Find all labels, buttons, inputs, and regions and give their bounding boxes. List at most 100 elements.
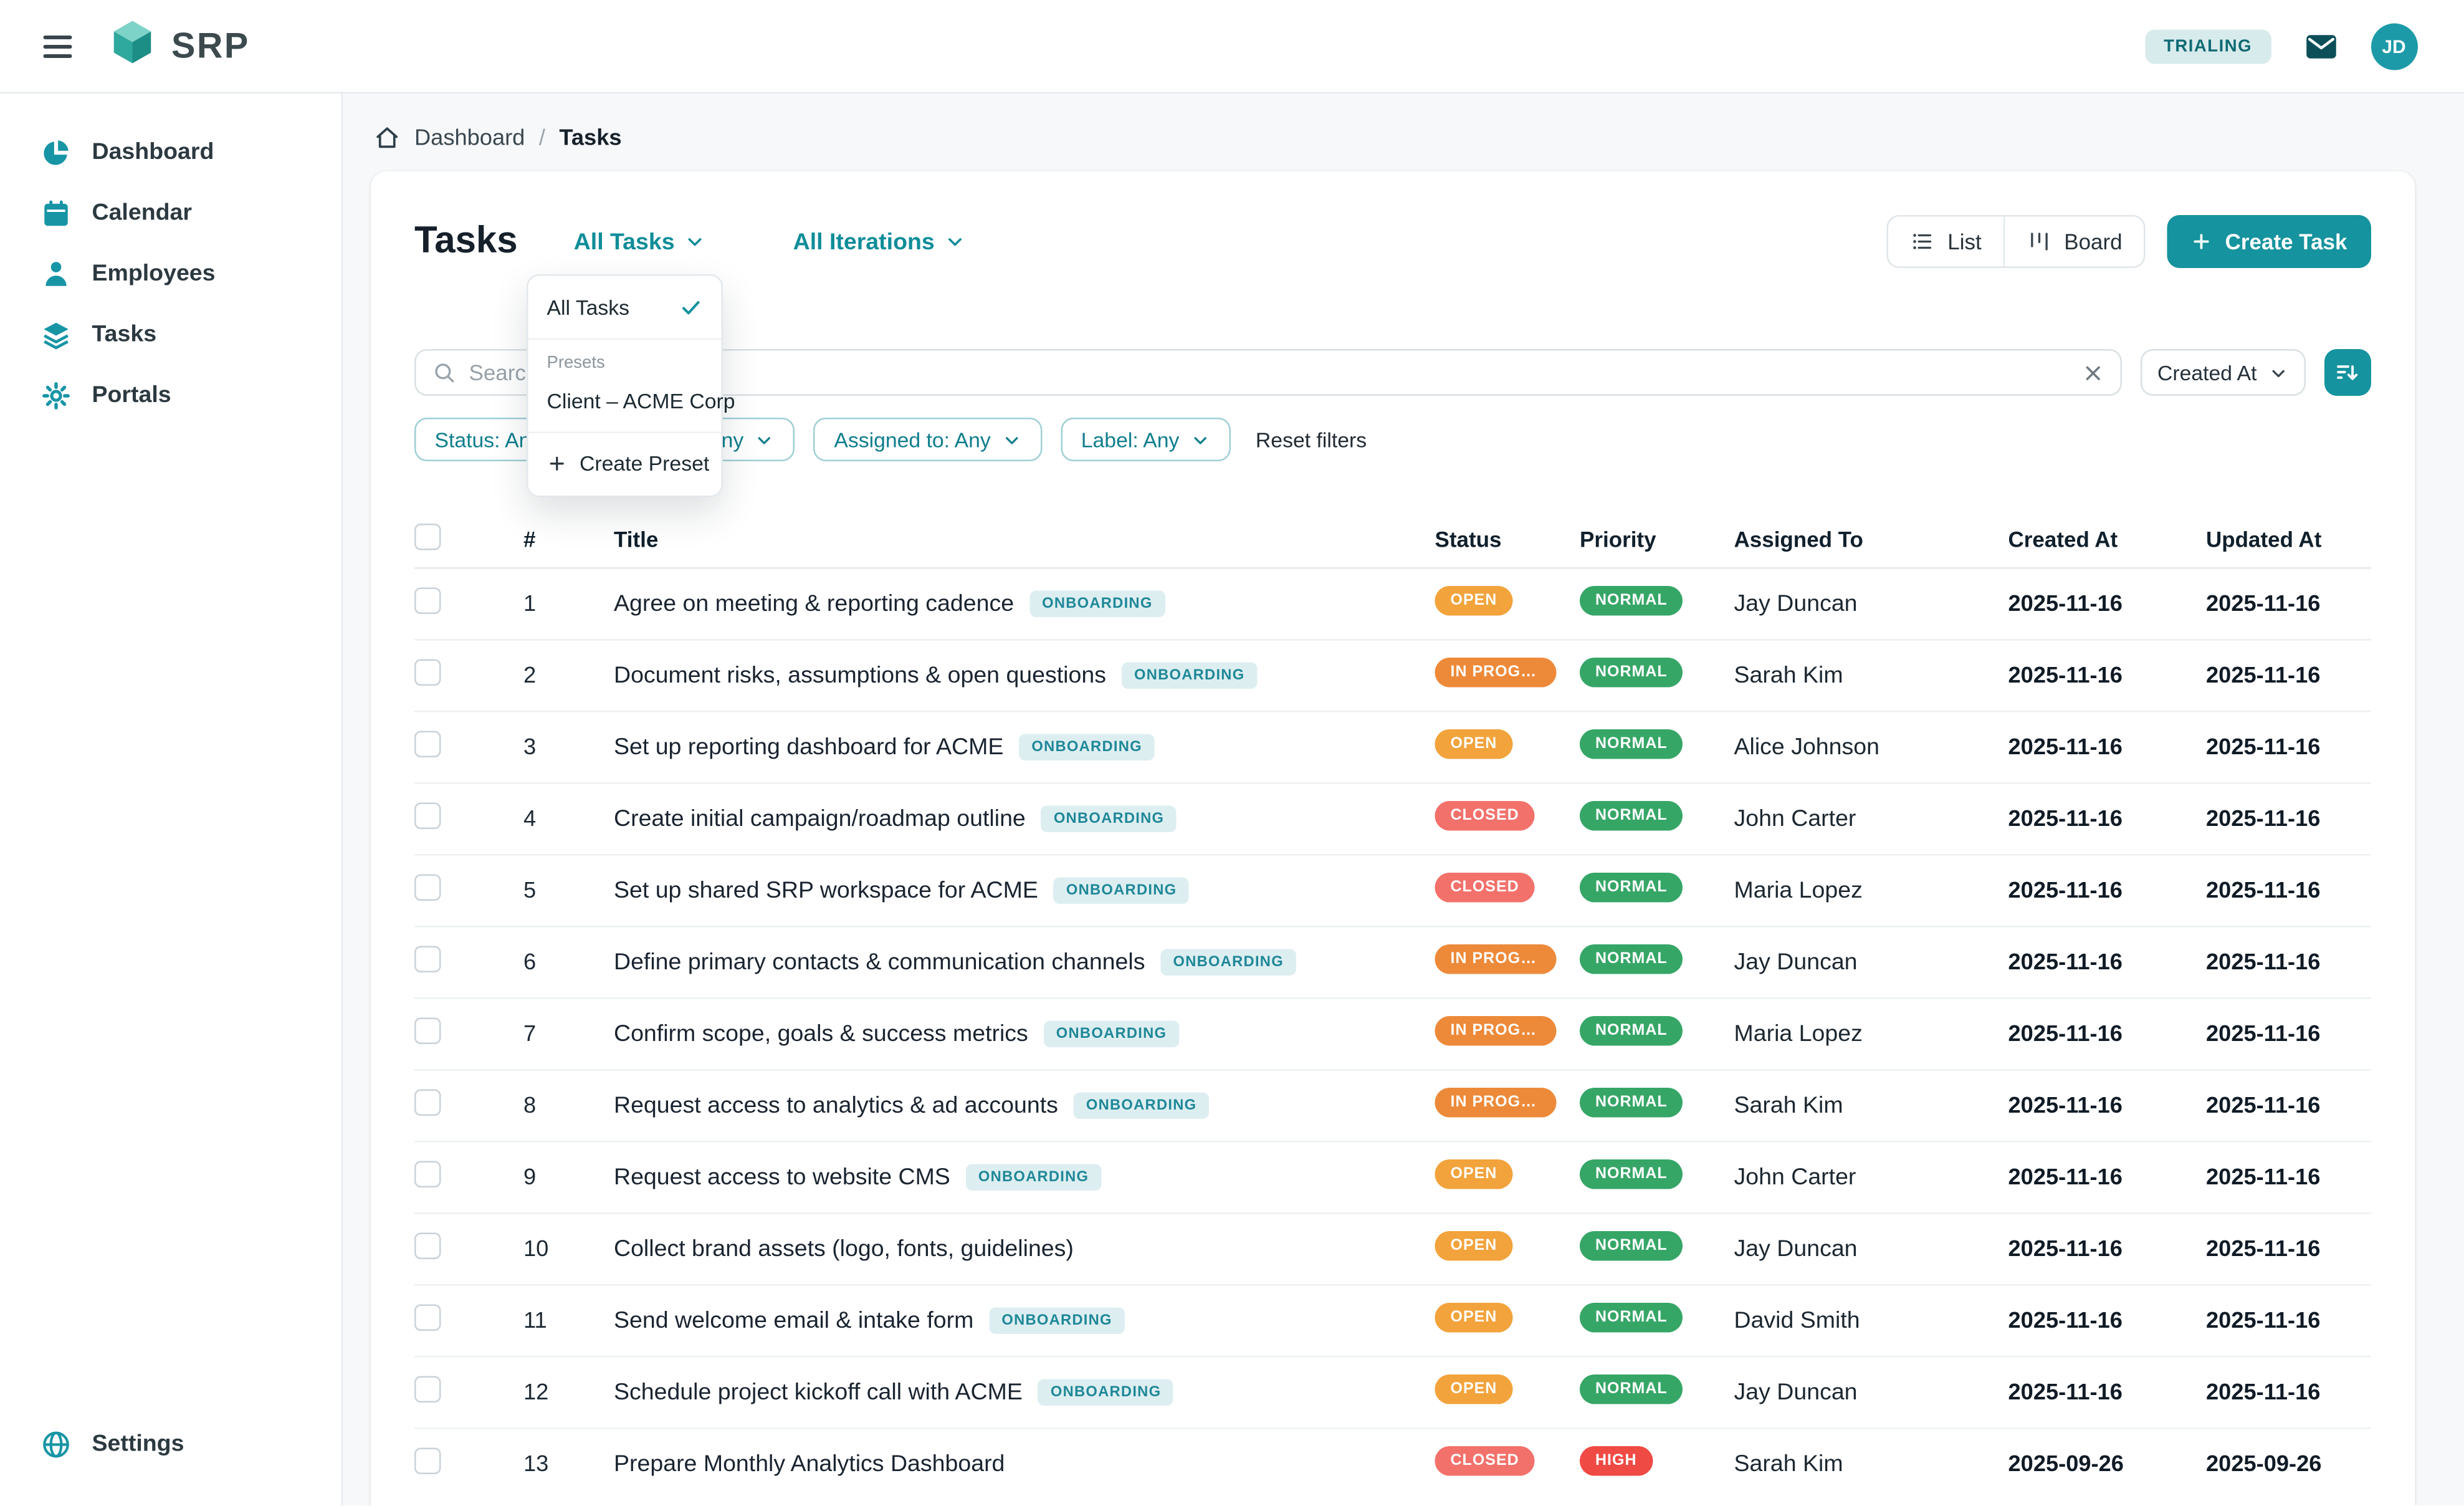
- row-checkbox[interactable]: [414, 945, 441, 972]
- task-title[interactable]: Define primary contacts & communication …: [614, 949, 1145, 976]
- row-checkbox[interactable]: [414, 1088, 441, 1115]
- view-list-button[interactable]: List: [1888, 216, 2003, 267]
- task-number: 1: [523, 591, 537, 616]
- board-view-icon: [2027, 229, 2051, 254]
- iterations-scope-dropdown[interactable]: All Iterations: [793, 228, 966, 255]
- task-number: 2: [523, 663, 537, 688]
- select-all-checkbox[interactable]: [414, 524, 441, 550]
- table-row[interactable]: 11 Send welcome email & intake form ONBOA…: [414, 1284, 2371, 1356]
- table-row[interactable]: 1 Agree on meeting & reporting cadence ON…: [414, 567, 2371, 639]
- table-row[interactable]: 12 Schedule project kickoff call with AC…: [414, 1356, 2371, 1427]
- hamburger-menu-icon[interactable]: [37, 26, 78, 66]
- row-checkbox[interactable]: [414, 587, 441, 613]
- search-input[interactable]: [469, 360, 2069, 385]
- sidebar-item-employees[interactable]: Employees: [0, 243, 341, 304]
- table-row[interactable]: 9 Request access to website CMS ONBOARDIN…: [414, 1141, 2371, 1212]
- updated-at: 2025-11-16: [2206, 806, 2321, 832]
- task-number: 8: [523, 1093, 537, 1118]
- created-at: 2025-11-16: [2008, 1164, 2123, 1190]
- sort-direction-button[interactable]: [2323, 349, 2371, 396]
- row-checkbox[interactable]: [414, 1447, 441, 1474]
- menu-item-client-acme[interactable]: Client – ACME Corp: [528, 377, 735, 426]
- task-title[interactable]: Send welcome email & intake form: [614, 1307, 974, 1335]
- home-icon[interactable]: [374, 125, 401, 151]
- assigned-filter-pill[interactable]: Assigned to: Any: [813, 418, 1043, 461]
- header-num: #: [523, 527, 536, 552]
- chevron-down-icon: [1001, 429, 1022, 450]
- tasks-table: # Title Status Priority Assigned To Crea…: [414, 511, 2371, 1499]
- row-checkbox[interactable]: [414, 1375, 441, 1402]
- assigned-to: Jay Duncan: [1734, 1379, 1858, 1406]
- clear-search-icon[interactable]: [2081, 361, 2104, 385]
- view-board-button[interactable]: Board: [2003, 216, 2144, 267]
- sidebar-item-calendar[interactable]: Calendar: [0, 183, 341, 244]
- table-row[interactable]: 13 Prepare Monthly Analytics Dashboard C…: [414, 1427, 2371, 1499]
- task-title[interactable]: Agree on meeting & reporting cadence: [614, 590, 1015, 618]
- task-title[interactable]: Set up reporting dashboard for ACME: [614, 734, 1004, 761]
- breadcrumb-dashboard-link[interactable]: Dashboard: [414, 125, 525, 151]
- sidebar-item-dashboard[interactable]: Dashboard: [0, 122, 341, 183]
- task-title[interactable]: Request access to analytics & ad account…: [614, 1092, 1058, 1120]
- messages-envelope-icon[interactable]: [2302, 27, 2339, 65]
- sort-descending-icon: [2334, 359, 2361, 386]
- task-title[interactable]: Prepare Monthly Analytics Dashboard: [614, 1451, 1005, 1478]
- created-at: 2025-11-16: [2008, 663, 2123, 688]
- table-row[interactable]: 2 Document risks, assumptions & open que…: [414, 639, 2371, 711]
- layers-icon: [41, 319, 72, 350]
- sidebar-item-portals[interactable]: Portals: [0, 365, 341, 426]
- updated-at: 2025-11-16: [2206, 1021, 2321, 1047]
- task-label-badge: ONBOARDING: [1043, 1020, 1180, 1047]
- sort-field-dropdown[interactable]: Created At: [2140, 349, 2305, 396]
- updated-at: 2025-11-16: [2206, 878, 2321, 903]
- task-title[interactable]: Set up shared SRP workspace for ACME: [614, 877, 1038, 904]
- status-badge: CLOSED: [1435, 871, 1535, 902]
- updated-at: 2025-11-16: [2206, 1164, 2321, 1190]
- row-checkbox[interactable]: [414, 730, 441, 757]
- create-task-button[interactable]: Create Task: [2167, 215, 2371, 268]
- updated-at: 2025-11-16: [2206, 734, 2321, 760]
- table-row[interactable]: 5 Set up shared SRP workspace for ACME ON…: [414, 854, 2371, 926]
- tasks-scope-dropdown[interactable]: All Tasks: [574, 228, 706, 255]
- task-title[interactable]: Document risks, assumptions & open quest…: [614, 662, 1106, 689]
- header-status: Status: [1435, 527, 1502, 552]
- user-avatar[interactable]: JD: [2370, 22, 2417, 70]
- task-title[interactable]: Schedule project kickoff call with ACME: [614, 1379, 1023, 1406]
- row-checkbox[interactable]: [414, 1160, 441, 1187]
- task-title[interactable]: Collect brand assets (logo, fonts, guide…: [614, 1235, 1074, 1263]
- table-row[interactable]: 3 Set up reporting dashboard for ACME ONB…: [414, 711, 2371, 782]
- task-title[interactable]: Create initial campaign/roadmap outline: [614, 805, 1026, 833]
- table-row[interactable]: 6 Define primary contacts & communicatio…: [414, 926, 2371, 997]
- menu-item-create-preset[interactable]: Create Preset: [528, 439, 722, 488]
- priority-badge: NORMAL: [1580, 1230, 1683, 1260]
- sidebar-item-settings[interactable]: Settings: [0, 1414, 341, 1475]
- table-row[interactable]: 8 Request access to analytics & ad accou…: [414, 1069, 2371, 1141]
- row-checkbox[interactable]: [414, 1303, 441, 1330]
- table-row[interactable]: 4 Create initial campaign/roadmap outlin…: [414, 782, 2371, 854]
- created-at: 2025-11-16: [2008, 1021, 2123, 1047]
- label-filter-pill[interactable]: Label: Any: [1061, 418, 1231, 461]
- sidebar-label: Tasks: [92, 321, 157, 348]
- assigned-to: John Carter: [1734, 805, 1856, 833]
- table-row[interactable]: 7 Confirm scope, goals & success metrics…: [414, 997, 2371, 1069]
- task-number: 10: [523, 1236, 549, 1262]
- menu-item-all-tasks[interactable]: All Tasks: [528, 284, 722, 332]
- reset-filters-button[interactable]: Reset filters: [1255, 428, 1367, 451]
- task-title[interactable]: Request access to website CMS: [614, 1164, 950, 1191]
- row-checkbox[interactable]: [414, 658, 441, 685]
- row-checkbox[interactable]: [414, 1017, 441, 1043]
- task-label-badge: ONBOARDING: [1038, 1379, 1174, 1406]
- plus-icon: [2191, 231, 2213, 252]
- sidebar-item-tasks[interactable]: Tasks: [0, 304, 341, 365]
- row-checkbox[interactable]: [414, 1232, 441, 1259]
- row-checkbox[interactable]: [414, 802, 441, 828]
- view-toggle: List Board: [1886, 215, 2146, 268]
- brand-logo[interactable]: SRP: [106, 16, 250, 77]
- task-label-badge: ONBOARDING: [989, 1307, 1125, 1334]
- menu-item-label: Create Preset: [580, 452, 710, 476]
- assigned-filter-label: Assigned to: Any: [834, 428, 991, 451]
- row-checkbox[interactable]: [414, 873, 441, 900]
- table-row[interactable]: 10 Collect brand assets (logo, fonts, gu…: [414, 1212, 2371, 1284]
- task-title[interactable]: Confirm scope, goals & success metrics: [614, 1020, 1028, 1048]
- status-badge: OPEN: [1435, 1158, 1513, 1189]
- header-updated: Updated At: [2206, 527, 2322, 552]
